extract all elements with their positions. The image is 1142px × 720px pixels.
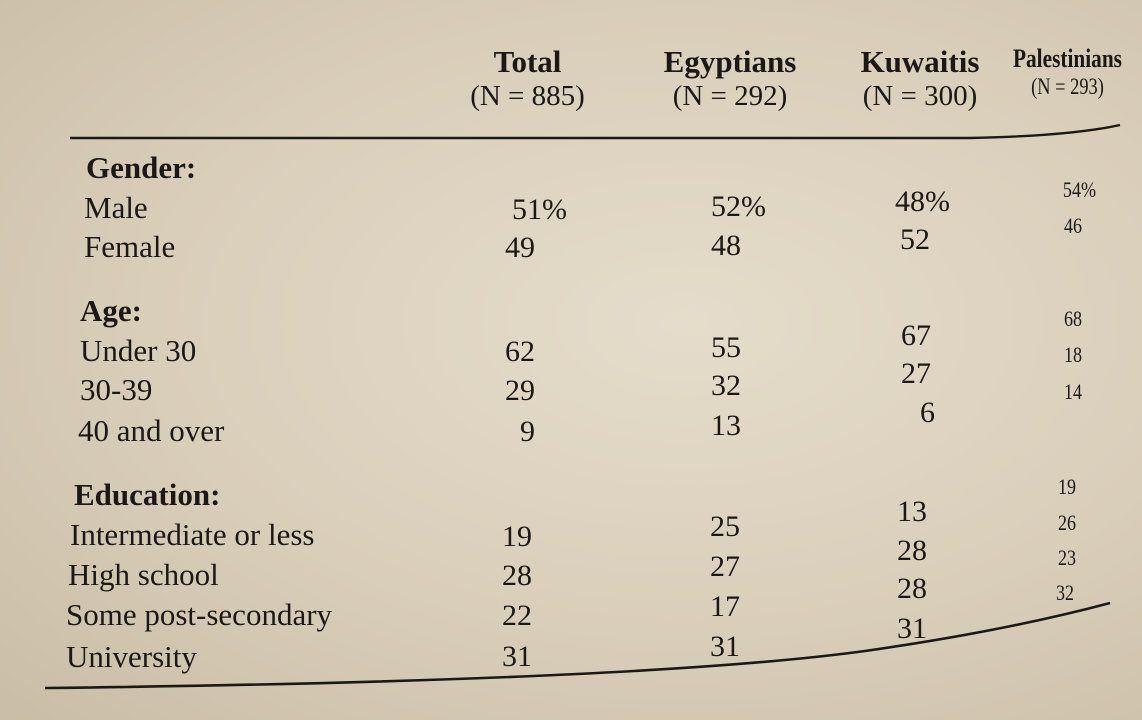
column-header-palestinians: Palestinians (N = 293) — [1000, 44, 1135, 100]
cell-value: 28 — [502, 559, 532, 592]
cell-value: 31 — [710, 630, 740, 663]
row-label: Some post-secondary — [66, 597, 333, 632]
cell-value: 13 — [711, 409, 741, 442]
cell-value: 27 — [710, 550, 740, 583]
footer-rule — [44, 601, 1111, 690]
column-sample-size: (N = 300) — [862, 79, 978, 112]
cell-value: 31 — [502, 640, 532, 673]
column-header-egyptians: Egyptians (N = 292) — [640, 44, 820, 113]
cell-value: 48% — [895, 185, 950, 218]
cell-value: 54% — [1062, 177, 1096, 202]
column-sample-size: (N = 292) — [672, 79, 788, 112]
row-label: Female — [84, 229, 176, 264]
column-sample-size: (N = 293) — [1031, 73, 1104, 99]
column-title: Total — [493, 44, 562, 79]
cell-value: 28 — [897, 572, 927, 605]
column-header-kuwaitis: Kuwaitis (N = 300) — [840, 44, 1000, 113]
cell-value: 9 — [520, 415, 535, 448]
cell-value: 22 — [502, 599, 532, 632]
cell-value: 27 — [901, 357, 931, 390]
row-label: 30-39 — [80, 372, 153, 407]
cell-value: 19 — [1057, 474, 1076, 499]
cell-value: 26 — [1057, 510, 1076, 535]
row-label: Under 30 — [80, 333, 197, 368]
column-sample-size: (N = 885) — [470, 79, 585, 112]
cell-value: 14 — [1063, 379, 1082, 404]
cell-value: 46 — [1063, 213, 1082, 238]
section-title-gender: Gender: — [86, 150, 197, 185]
cell-value: 62 — [505, 335, 535, 368]
section-title-age: Age: — [80, 293, 142, 328]
header-rule — [70, 123, 1121, 140]
row-label: Male — [84, 190, 148, 225]
cell-value: 25 — [710, 510, 740, 543]
cell-value: 17 — [710, 590, 740, 623]
cell-value: 31 — [897, 612, 927, 645]
row-label: University — [66, 639, 197, 674]
row-label: High school — [68, 557, 219, 592]
column-title: Palestinians — [1012, 44, 1122, 73]
cell-value: 28 — [897, 534, 927, 567]
column-title: Kuwaitis — [860, 44, 980, 79]
cell-value: 29 — [505, 374, 535, 407]
cell-value: 18 — [1063, 342, 1082, 367]
cell-value: 55 — [711, 331, 741, 364]
row-label: Intermediate or less — [70, 517, 315, 552]
cell-value: 6 — [920, 396, 935, 429]
cell-value: 68 — [1063, 306, 1082, 331]
cell-value: 48 — [711, 229, 741, 262]
row-label: 40 and over — [78, 413, 225, 448]
cell-value: 19 — [502, 520, 532, 553]
column-title: Egyptians — [663, 44, 797, 79]
cell-value: 13 — [897, 495, 927, 528]
cell-value: 51% — [512, 193, 567, 226]
cell-value: 67 — [901, 319, 931, 352]
cell-value: 52% — [711, 190, 766, 223]
section-title-education: Education: — [74, 477, 221, 512]
cell-value: 52 — [900, 223, 930, 256]
cell-value: 23 — [1057, 545, 1076, 570]
column-header-total: Total (N = 885) — [440, 44, 615, 113]
cell-value: 32 — [1055, 580, 1074, 605]
cell-value: 49 — [505, 231, 535, 264]
cell-value: 32 — [711, 369, 741, 402]
